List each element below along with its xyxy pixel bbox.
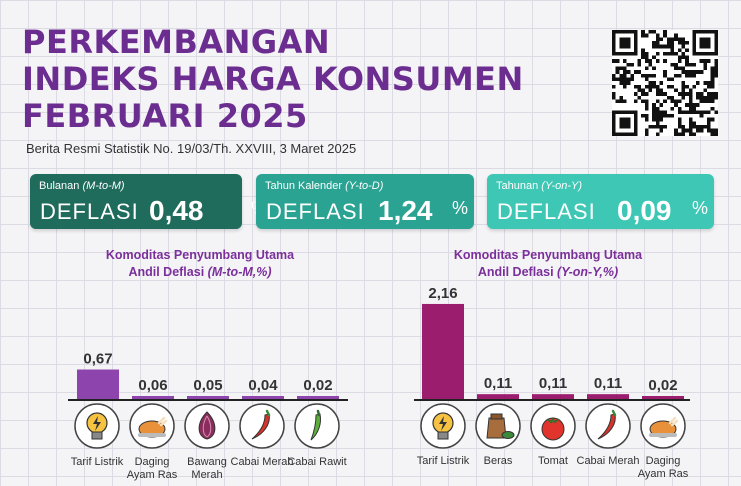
card-value: 0,09 <box>617 195 672 226</box>
category-label: Daging Ayam Ras <box>126 456 178 481</box>
bar <box>297 396 339 399</box>
chicken-icon <box>129 403 175 449</box>
card-value: 0,48 <box>149 195 204 226</box>
qr-code-icon <box>612 30 718 136</box>
card-yoy-deflation: Tahunan (Y-on-Y) DEFLASI 0,09 % <box>487 174 714 229</box>
card-label: DEFLASI <box>40 199 139 224</box>
page-subtitle: Berita Resmi Statistik No. 19/03/Th. XXV… <box>26 141 357 156</box>
rice-sack-icon <box>475 403 521 449</box>
bar-value-label: 0,11 <box>539 375 567 392</box>
bar <box>642 396 684 399</box>
chili-icon <box>585 403 631 449</box>
card-value: 1,24 <box>378 195 433 226</box>
bar <box>532 394 574 399</box>
bar <box>477 394 519 399</box>
green-chili-icon <box>294 403 340 449</box>
card-caption: Bulanan (M-to-M) <box>39 180 125 192</box>
category-label: Cabai Merah <box>576 455 640 467</box>
title-line-2: INDEKS HARGA KONSUMEN <box>22 60 524 98</box>
chart-right-title: Komoditas Penyumbang Utama Andil Deflasi… <box>453 248 643 279</box>
category-label: Beras <box>483 455 513 467</box>
bar-value-label: 0,11 <box>594 375 622 392</box>
card-unit: % <box>452 198 469 218</box>
bar <box>132 396 174 399</box>
card-unit: % <box>692 198 709 218</box>
card-caption: Tahun Kalender (Y-to-D) <box>265 180 384 192</box>
title-line-3: FEBRUARI 2025 <box>22 97 308 135</box>
bar-value-label: 0,06 <box>138 377 167 394</box>
chicken-icon <box>640 403 686 449</box>
onion-icon <box>184 403 230 449</box>
bar-value-label: 0,02 <box>648 377 677 394</box>
bar-value-label: 2,16 <box>428 285 457 302</box>
category-label: Cabai Rawit <box>287 456 347 468</box>
category-label: Tarif Listrik <box>70 456 124 468</box>
lightbulb-icon <box>74 403 120 449</box>
bar <box>587 394 629 399</box>
bar-value-label: 0,67 <box>83 351 112 368</box>
title-line-1: PERKEMBANGAN <box>22 23 331 61</box>
card-ytd-deflation: Tahun Kalender (Y-to-D) DEFLASI 1,24 % <box>256 174 474 229</box>
bar-value-label: 0,02 <box>303 377 332 394</box>
category-label: Bawang Merah <box>187 456 227 481</box>
bar-value-label: 0,11 <box>484 375 512 392</box>
card-label: DEFLASI <box>266 199 365 224</box>
category-label: Tarif Listrik <box>416 455 470 467</box>
category-label: Tomat <box>538 455 568 467</box>
page-title: PERKEMBANGAN INDEKS HARGA KONSUMEN FEBRU… <box>22 24 524 135</box>
category-label: Cabai Merah <box>230 456 294 468</box>
tomato-icon <box>530 403 576 449</box>
chili-icon <box>239 403 285 449</box>
bar <box>242 396 284 399</box>
bar-value-label: 0,05 <box>193 377 222 394</box>
bar-value-label: 0,04 <box>248 377 278 394</box>
bar <box>422 303 464 399</box>
card-caption: Tahunan (Y-on-Y) <box>496 180 583 192</box>
card-label: DEFLASI <box>497 199 596 224</box>
bar <box>187 396 229 399</box>
card-monthly-deflation: Bulanan (M-to-M) DEFLASI 0,48 % <box>30 174 267 229</box>
category-label: Daging Ayam Ras <box>637 455 689 480</box>
chart-left-title: Komoditas Penyumbang Utama Andil Deflasi… <box>105 248 295 279</box>
lightbulb-icon <box>420 403 466 449</box>
bar <box>77 369 119 399</box>
